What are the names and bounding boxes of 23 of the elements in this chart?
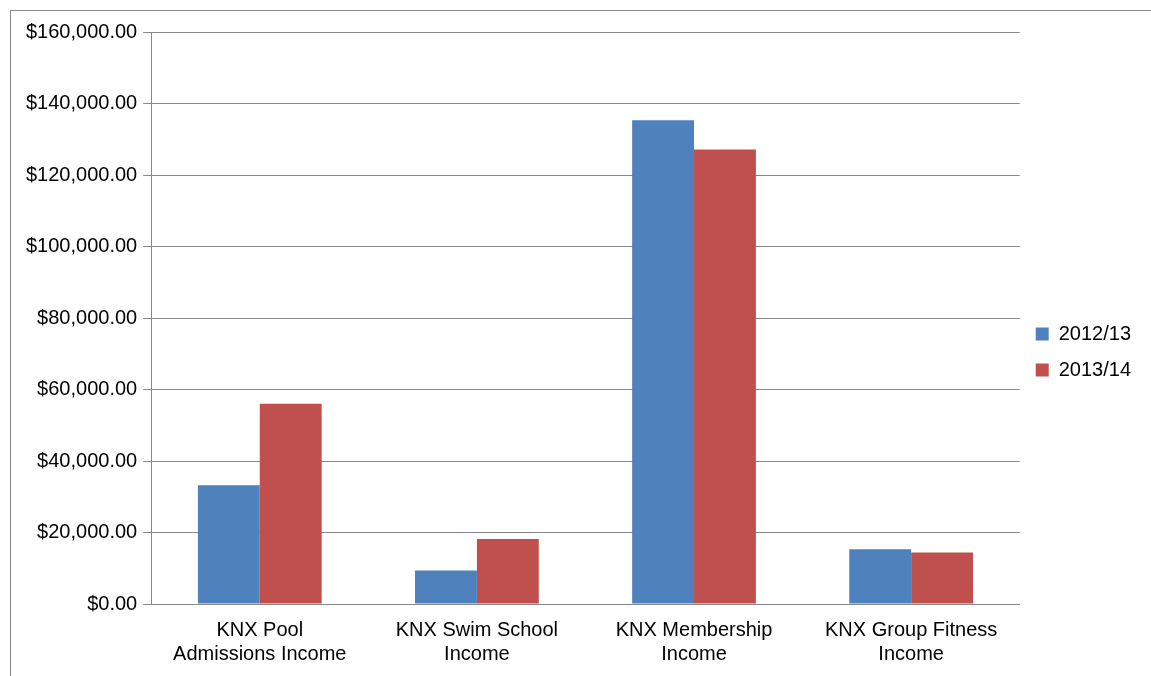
x-tick-label: KNX Swim School Income xyxy=(395,617,559,664)
bar xyxy=(911,552,974,604)
x-tick-label: KNX Group Fitness Income xyxy=(825,617,998,664)
legend-label: 2012/13 xyxy=(1058,321,1131,344)
y-tick-label: $80,000.00 xyxy=(37,305,138,328)
bar xyxy=(632,120,695,604)
bar xyxy=(197,485,260,604)
bar xyxy=(259,403,322,604)
bar xyxy=(849,549,912,604)
y-tick-label: $100,000.00 xyxy=(25,234,138,257)
bar xyxy=(476,538,539,604)
y-tick-label: $120,000.00 xyxy=(25,162,138,185)
y-tick-label: $40,000.00 xyxy=(37,448,138,471)
x-tick-label: KNX Membership Income xyxy=(615,617,773,664)
y-tick-label: $140,000.00 xyxy=(25,91,138,114)
bar xyxy=(415,570,477,604)
y-tick-label: $160,000.00 xyxy=(25,19,138,42)
y-tick-label: $0.00 xyxy=(87,591,138,614)
y-tick-label: $20,000.00 xyxy=(37,520,138,543)
bar xyxy=(694,149,756,604)
legend-label: 2013/14 xyxy=(1058,357,1131,380)
y-tick-label: $60,000.00 xyxy=(37,377,138,400)
x-tick-label: KNX Pool Admissions Income xyxy=(173,617,347,664)
